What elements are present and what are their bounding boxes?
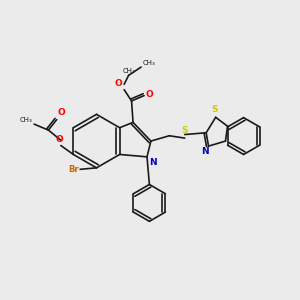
Text: O: O — [56, 135, 64, 144]
Text: CH₂: CH₂ — [122, 68, 135, 74]
Text: N: N — [201, 147, 209, 156]
Text: S: S — [182, 125, 188, 134]
Text: CH₃: CH₃ — [142, 60, 155, 66]
Text: CH₃: CH₃ — [20, 117, 33, 123]
Text: O: O — [58, 108, 66, 117]
Text: S: S — [212, 105, 218, 114]
Text: Br: Br — [69, 165, 79, 174]
Text: O: O — [115, 79, 122, 88]
Text: N: N — [149, 158, 156, 167]
Text: O: O — [146, 90, 153, 99]
